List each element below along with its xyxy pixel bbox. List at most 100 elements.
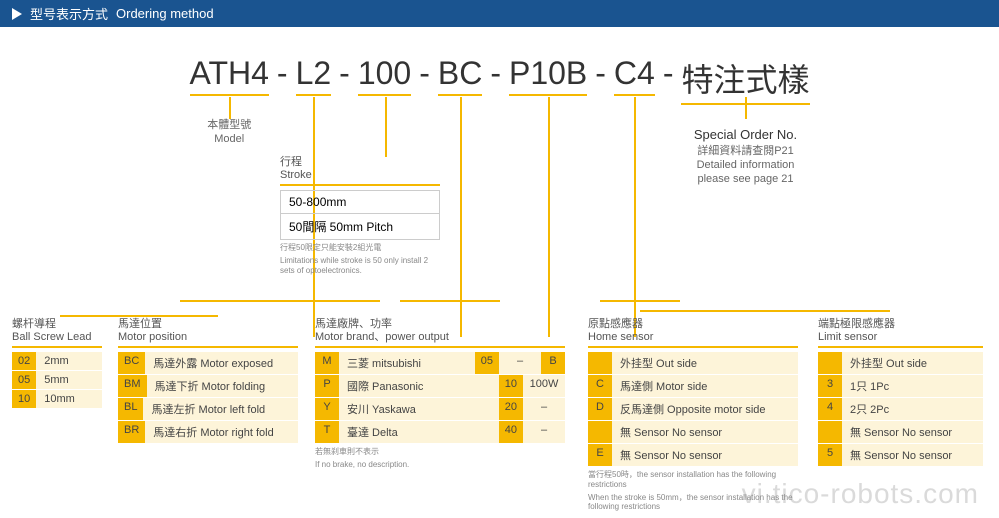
option-row: C馬達側 Motor side <box>588 375 798 398</box>
home-rows: 外挂型 Out sideC馬達側 Motor sideD反馬達側 Opposit… <box>588 352 798 467</box>
connector <box>640 310 890 312</box>
watermark: vi.tico-robots.com <box>742 478 979 510</box>
option-code: 5 <box>818 444 842 467</box>
seg-model-text: ATH4 <box>190 55 269 91</box>
option-text: 外挂型 Out side <box>612 352 798 375</box>
option-code: 3 <box>818 375 842 398</box>
option-row: 31只 1Pc <box>818 375 983 398</box>
option-code: E <box>588 444 612 467</box>
option-text2: – <box>499 352 541 375</box>
option-row: E無 Sensor No sensor <box>588 444 798 467</box>
option-code: Y <box>315 398 339 421</box>
stroke-section: 行程 Stroke 50-800mm 50間隔 50mm Pitch 行程50限… <box>280 156 440 275</box>
option-code: M <box>315 352 339 375</box>
home-title-en: Home sensor <box>588 331 798 344</box>
seg-lead-text: L2 <box>296 55 332 91</box>
home-title-cn: 原點感應器 <box>588 318 798 331</box>
option-row: 055mm <box>12 371 102 390</box>
seg-sensor-text: C4 <box>614 55 655 91</box>
option-row: 1010mm <box>12 390 102 409</box>
option-text: 反馬達側 Opposite motor side <box>612 398 798 421</box>
option-code3: B <box>541 352 565 375</box>
option-row: BM馬達下折 Motor folding <box>118 375 298 398</box>
option-code: 05 <box>12 371 36 390</box>
option-code: 10 <box>12 390 36 409</box>
lead-rows: 022mm055mm1010mm <box>12 352 102 409</box>
option-text: 馬達右折 Motor right fold <box>145 421 298 444</box>
option-code: BR <box>118 421 145 444</box>
stroke-note-en: Limitations while stroke is 50 only inst… <box>280 256 440 275</box>
option-code: T <box>315 421 339 444</box>
seg-motorbrand-text: P10B <box>509 55 587 91</box>
option-row: 外挂型 Out side <box>588 352 798 375</box>
motorbrand-title-en: Motor brand、power output <box>315 331 565 344</box>
option-text: 安川 Yaskawa <box>339 398 499 421</box>
stroke-title-cn: 行程 <box>280 156 440 169</box>
option-text: 馬達外露 Motor exposed <box>145 352 298 375</box>
option-code2: 40 <box>499 421 523 444</box>
option-code <box>588 352 612 375</box>
option-text: 臺達 Delta <box>339 421 499 444</box>
option-code: P <box>315 375 339 398</box>
option-row: 外挂型 Out side <box>818 352 983 375</box>
motorpos-title-en: Motor position <box>118 331 298 344</box>
lead-title-en: Ball Screw Lead <box>12 331 102 344</box>
ordering-code: ATH4 本體型號 Model - L2 - 100 - BC - P10B -… <box>0 55 999 187</box>
option-code: 4 <box>818 398 842 421</box>
option-text: 10mm <box>36 390 102 409</box>
limit-rows: 外挂型 Out side31只 1Pc42只 2Pc無 Sensor No se… <box>818 352 983 467</box>
connector <box>400 300 500 302</box>
option-row: D反馬達側 Opposite motor side <box>588 398 798 421</box>
option-text: 無 Sensor No sensor <box>612 444 798 467</box>
option-code <box>588 421 612 444</box>
limit-title-en: Limit sensor <box>818 331 983 344</box>
header-en: Ordering method <box>116 6 214 21</box>
option-code: 02 <box>12 352 36 371</box>
option-row: 無 Sensor No sensor <box>818 421 983 444</box>
option-text: 國際 Panasonic <box>339 375 499 398</box>
motorpos-section: 馬達位置 Motor position BC馬達外露 Motor exposed… <box>118 318 298 444</box>
connector <box>600 300 680 302</box>
stroke-row1: 50-800mm <box>281 191 439 214</box>
motorbrand-rows: M三菱 mitsubishi05–BP國際 Panasonic10100WY安川… <box>315 352 565 444</box>
option-text: 無 Sensor No sensor <box>612 421 798 444</box>
option-code: BL <box>118 398 143 421</box>
option-text: 馬達左折 Motor left fold <box>143 398 298 421</box>
option-code <box>818 421 842 444</box>
stroke-row2: 50間隔 50mm Pitch <box>281 214 439 239</box>
connector <box>180 300 380 302</box>
option-code: BC <box>118 352 145 375</box>
motorbrand-section: 馬達廠牌、功率 Motor brand、power output M三菱 mit… <box>315 318 565 470</box>
header-cn: 型号表示方式 <box>30 4 108 23</box>
seg-motorbrand: P10B <box>509 55 587 96</box>
option-code: C <box>588 375 612 398</box>
special-cn: 詳細資料請查閱P21 <box>681 144 809 158</box>
option-row: Y安川 Yaskawa20– <box>315 398 565 421</box>
option-row: 42只 2Pc <box>818 398 983 421</box>
motorbrand-note-cn: 若無刹車則不表示 <box>315 447 565 457</box>
option-text: 5mm <box>36 371 102 390</box>
seg-motorpos: BC <box>438 55 482 96</box>
option-row: 無 Sensor No sensor <box>588 421 798 444</box>
option-text: 2mm <box>36 352 102 371</box>
option-code: D <box>588 398 612 421</box>
option-code2: 05 <box>475 352 499 375</box>
lead-section: 螺杆導程 Ball Screw Lead 022mm055mm1010mm <box>12 318 102 409</box>
sep: - <box>277 55 288 92</box>
option-text: 馬達側 Motor side <box>612 375 798 398</box>
motorpos-rows: BC馬達外露 Motor exposedBM馬達下折 Motor folding… <box>118 352 298 444</box>
option-text2: 100W <box>523 375 565 398</box>
option-text: 無 Sensor No sensor <box>842 444 983 467</box>
limit-title-cn: 端點極限感應器 <box>818 318 983 331</box>
option-row: T臺達 Delta40– <box>315 421 565 444</box>
header-bar: 型号表示方式 Ordering method <box>0 0 999 27</box>
option-text: 無 Sensor No sensor <box>842 421 983 444</box>
seg-motorpos-text: BC <box>438 55 482 91</box>
triangle-icon <box>12 8 22 20</box>
lead-title-cn: 螺杆導程 <box>12 318 102 331</box>
option-text: 1只 1Pc <box>842 375 983 398</box>
seg-stroke: 100 <box>358 55 411 96</box>
option-row: BC馬達外露 Motor exposed <box>118 352 298 375</box>
option-text: 三菱 mitsubishi <box>339 352 475 375</box>
option-row: 022mm <box>12 352 102 371</box>
